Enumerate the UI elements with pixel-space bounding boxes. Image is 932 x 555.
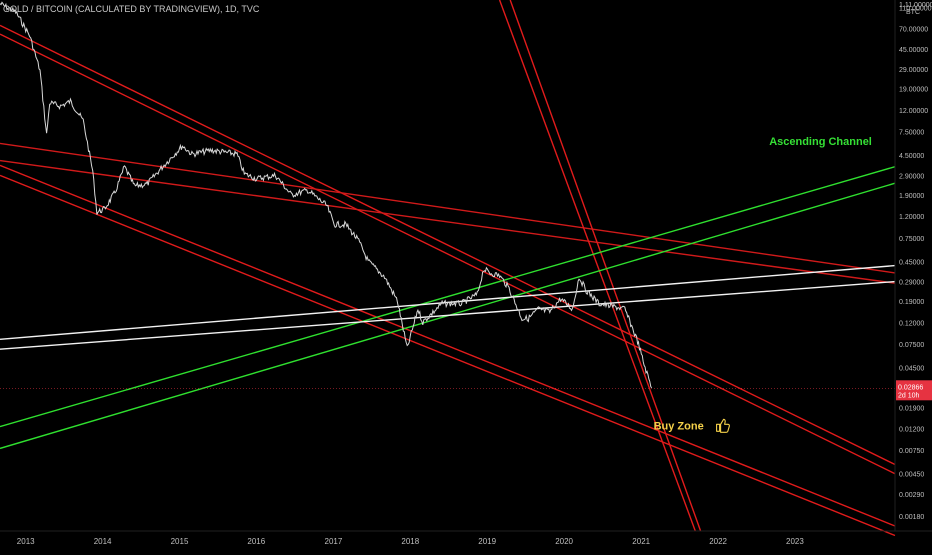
trendline-9[interactable] <box>0 166 896 428</box>
current-price-value: 0.02866 <box>898 384 923 391</box>
time-tick-label: 2020 <box>555 537 573 546</box>
price-tick-label: 0.19000 <box>899 299 924 306</box>
price-tick-label: 0.01200 <box>899 427 924 434</box>
time-tick-label: 2019 <box>478 537 496 546</box>
trendline-3[interactable] <box>0 164 896 527</box>
price-tick-label: 2.90000 <box>899 173 924 180</box>
current-price-countdown: 2d 10h <box>898 392 920 399</box>
trendline-5[interactable] <box>0 142 896 274</box>
price-tick-label: 12.00000 <box>899 108 928 115</box>
price-tick-label: 0.29000 <box>899 280 924 287</box>
trendline-4[interactable] <box>0 174 896 537</box>
trendline-7[interactable] <box>498 0 696 532</box>
trendline-12[interactable] <box>0 280 896 350</box>
time-tick-label: 2013 <box>17 537 35 546</box>
price-tick-label: 70.00000 <box>899 27 928 34</box>
price-tick-label: 0.45000 <box>899 259 924 266</box>
price-tick-label: 19.00000 <box>899 87 928 94</box>
currency-label: BTC <box>906 9 920 16</box>
price-tick-label: 0.75000 <box>899 236 924 243</box>
price-tick-label: 110.00000 <box>899 6 932 13</box>
price-tick-label: 1.11.00000 <box>899 2 932 9</box>
price-tick-label: 1.90000 <box>899 193 924 200</box>
price-tick-label: 0.00290 <box>899 492 924 499</box>
price-tick-label: 0.00750 <box>899 448 924 455</box>
price-tick-label: 45.00000 <box>899 47 928 54</box>
time-tick-label: 2021 <box>632 537 650 546</box>
price-series-1 <box>0 1 653 389</box>
trendline-2[interactable] <box>0 33 896 475</box>
time-tick-label: 2023 <box>786 537 804 546</box>
price-tick-label: 1.20000 <box>899 214 924 221</box>
time-tick-label: 2014 <box>94 537 112 546</box>
price-tick-label: 0.07500 <box>899 342 924 349</box>
time-tick-label: 2017 <box>325 537 343 546</box>
time-tick-label: 2016 <box>247 537 265 546</box>
price-tick-label: 0.01900 <box>899 405 924 412</box>
price-tick-label: 0.12000 <box>899 320 924 327</box>
price-tick-label: 4.50000 <box>899 153 924 160</box>
thumbs-up-icon <box>716 418 730 433</box>
annotation-2[interactable]: Buy Zone <box>654 420 704 432</box>
price-tick-label: 0.04500 <box>899 366 924 373</box>
time-tick-label: 2018 <box>401 537 419 546</box>
price-tick-label: 29.00000 <box>899 67 928 74</box>
price-tick-label: 0.00180 <box>899 514 924 521</box>
trendline-1[interactable] <box>0 24 896 466</box>
price-tick-label: 0.00450 <box>899 472 924 479</box>
chart-header: GOLD / BITCOIN (CALCULATED BY TRADINGVIE… <box>3 4 260 14</box>
time-tick-label: 2022 <box>709 537 727 546</box>
plot-layer: Ascending Channel Buy Zone <box>0 0 896 537</box>
trendline-8[interactable] <box>509 0 702 532</box>
price-tick-label: 7.50000 <box>899 130 924 137</box>
annotation-1[interactable]: Ascending Channel <box>769 136 872 148</box>
time-tick-label: 2015 <box>171 537 189 546</box>
